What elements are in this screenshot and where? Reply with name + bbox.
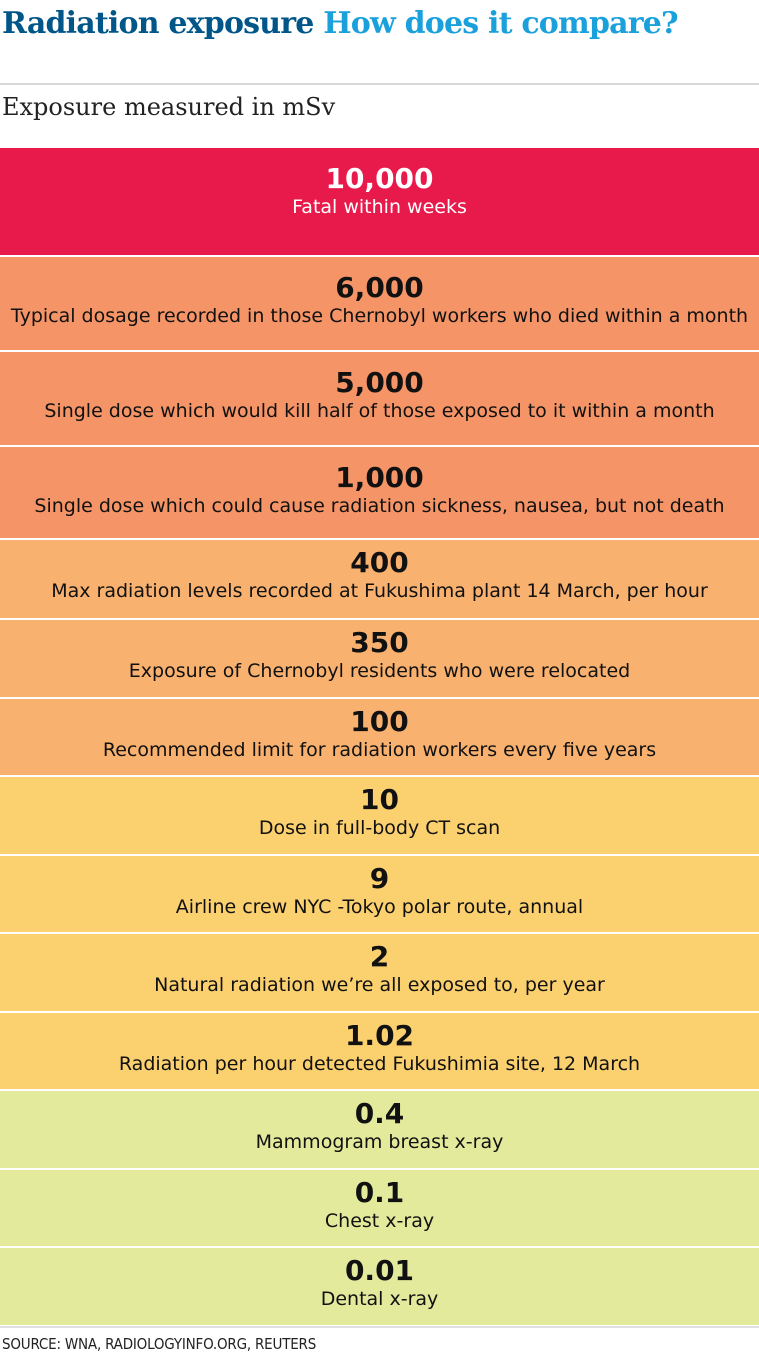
exposure-description: Chest x-ray — [324, 1210, 435, 1232]
table-row: 0.4 Mammogram breast x-ray — [0, 1089, 759, 1168]
exposure-value: 10 — [360, 783, 399, 816]
exposure-value: 5,000 — [335, 366, 424, 399]
exposure-description: Fatal within weeks — [292, 196, 467, 218]
exposure-value: 0.4 — [354, 1097, 405, 1130]
source-note: SOURCE: WNA, RADIOLOGYINFO.ORG, REUTERS — [2, 1335, 317, 1353]
table-row: 400 Max radiation levels recorded at Fuku… — [0, 538, 759, 618]
exposure-table: 10,000 Fatal within weeks 6,000 Typical dos… — [0, 148, 759, 1325]
exposure-description: Recommended limit for radiation workers … — [102, 739, 657, 761]
exposure-description: Mammogram breast x-ray — [255, 1131, 504, 1153]
exposure-description: Dental x-ray — [320, 1288, 439, 1310]
exposure-value: 1,000 — [335, 461, 424, 494]
exposure-value: 400 — [350, 546, 409, 579]
footer-divider — [0, 1326, 759, 1328]
exposure-value: 2 — [369, 940, 390, 973]
table-row: 0.1 Chest x-ray — [0, 1168, 759, 1246]
exposure-value: 10,000 — [325, 162, 434, 195]
chart-title-question: How does it compare? — [323, 6, 678, 41]
table-row: 6,000 Typical dosage recorded in those Ch… — [0, 255, 759, 350]
chart-title-main: Radiation exposure — [2, 6, 314, 41]
table-row: 10 Dose in full-body CT scan — [0, 775, 759, 854]
exposure-value: 9 — [369, 862, 390, 895]
exposure-value: 0.01 — [344, 1254, 415, 1287]
table-row: 9 Airline crew NYC -Tokyo polar route, an… — [0, 854, 759, 932]
exposure-value: 1.02 — [344, 1019, 415, 1052]
exposure-value: 0.1 — [354, 1176, 405, 1209]
exposure-description: Single dose which could cause radiation … — [34, 495, 725, 517]
table-row: 0.01 Dental x-ray — [0, 1246, 759, 1325]
exposure-value: 100 — [350, 705, 409, 738]
exposure-description: Radiation per hour detected Fukushimia s… — [118, 1053, 641, 1075]
table-row: 1,000 Single dose which could cause radia… — [0, 445, 759, 538]
table-row: 1.02 Radiation per hour detected Fukushim… — [0, 1011, 759, 1089]
table-row: 2 Natural radiation we’re all exposed to,… — [0, 932, 759, 1011]
table-row: 10,000 Fatal within weeks — [0, 148, 759, 255]
exposure-description: Airline crew NYC -Tokyo polar route, ann… — [175, 896, 584, 918]
exposure-description: Natural radiation we’re all exposed to, … — [154, 974, 605, 996]
chart-title: Radiation exposure How does it compare? — [2, 4, 679, 44]
exposure-value: 6,000 — [335, 271, 424, 304]
table-row: 5,000 Single dose which would kill half o… — [0, 350, 759, 445]
exposure-description: Max radiation levels recorded at Fukushi… — [51, 580, 708, 602]
chart-subtitle: Exposure measured in mSv — [2, 93, 336, 121]
table-row: 350 Exposure of Chernobyl residents who w… — [0, 618, 759, 697]
exposure-value: 350 — [350, 626, 409, 659]
title-divider — [0, 83, 759, 85]
exposure-description: Single dose which would kill half of tho… — [44, 400, 715, 422]
table-row: 100 Recommended limit for radiation worke… — [0, 697, 759, 775]
exposure-description: Dose in full-body CT scan — [258, 817, 501, 839]
exposure-description: Exposure of Chernobyl residents who were… — [128, 660, 631, 682]
exposure-description: Typical dosage recorded in those Chernob… — [10, 305, 749, 327]
